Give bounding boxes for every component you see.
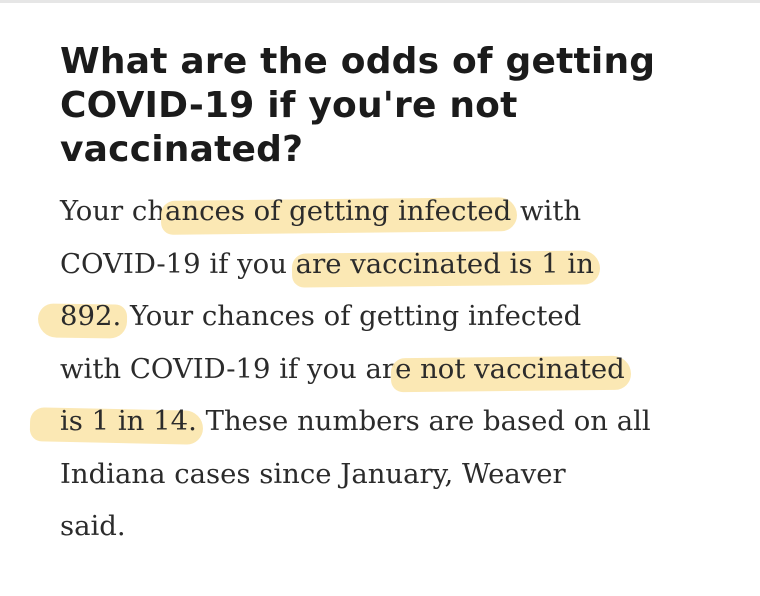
text-segment: Your ch: [60, 195, 166, 227]
paragraph-line: Indiana cases since January, Weaver: [60, 448, 740, 501]
highlighted-text: 892.: [60, 300, 122, 332]
paragraph-line: 892. Your chances of getting infected: [60, 290, 740, 343]
article-headline: What are the odds of getting COVID-19 if…: [60, 41, 656, 170]
text-segment: Indiana cases since January, Weaver: [60, 457, 566, 490]
highlighted-text: are vaccinated is 1 in: [295, 247, 594, 280]
text-segment: COVID-19 if you: [60, 247, 296, 280]
paragraph-line: Your chances of getting infected with: [60, 185, 740, 238]
highlighted-text: is 1 in 14.: [60, 405, 197, 437]
article-paragraph: Your chances of getting infected with CO…: [60, 185, 740, 553]
text-segment: Your chances of getting infected: [121, 300, 582, 332]
highlighted-text: e not vaccinated: [395, 352, 625, 385]
text-segment: with: [511, 195, 582, 227]
top-divider: [0, 0, 760, 3]
text-segment: These numbers are based on all: [196, 405, 651, 437]
text-segment: said.: [60, 510, 126, 542]
paragraph-line: COVID-19 if you are vaccinated is 1 in: [60, 238, 740, 291]
article: What are the odds of getting COVID-19 if…: [60, 40, 740, 553]
highlighted-text: ances of getting infected: [165, 195, 512, 227]
text-segment: with COVID-19 if you ar: [60, 352, 396, 385]
paragraph-line: is 1 in 14. These numbers are based on a…: [60, 395, 740, 448]
paragraph-line: with COVID-19 if you are not vaccinated: [60, 343, 740, 396]
paragraph-line: said.: [60, 500, 740, 553]
